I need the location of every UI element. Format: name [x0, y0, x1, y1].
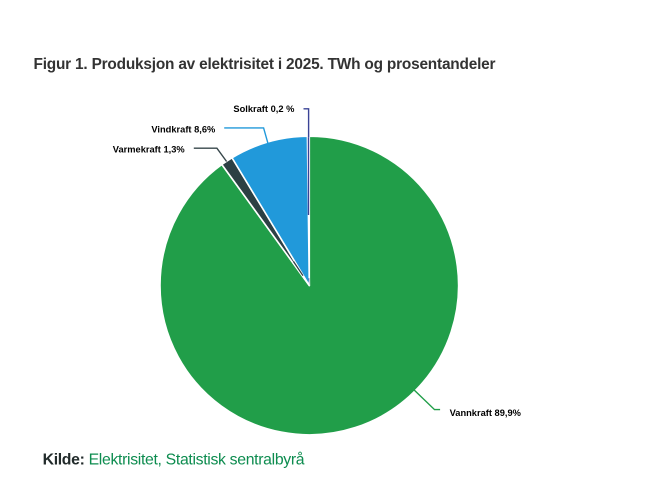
svg-text:Kilde: Elektrisitet, Statistis: Kilde: Elektrisitet, Statistisk sentralb…: [43, 451, 305, 469]
svg-text:Figur 1. Produksjon av elektri: Figur 1. Produksjon av elektrisitet i 20…: [34, 56, 496, 73]
svg-text:Vannkraft 89,9%: Vannkraft 89,9%: [450, 408, 522, 418]
svg-text:Vindkraft 8,6%: Vindkraft 8,6%: [151, 125, 216, 135]
svg-text:Solkraft 0,2 %: Solkraft 0,2 %: [233, 104, 295, 114]
svg-text:Varmekraft 1,3%: Varmekraft 1,3%: [113, 145, 186, 155]
